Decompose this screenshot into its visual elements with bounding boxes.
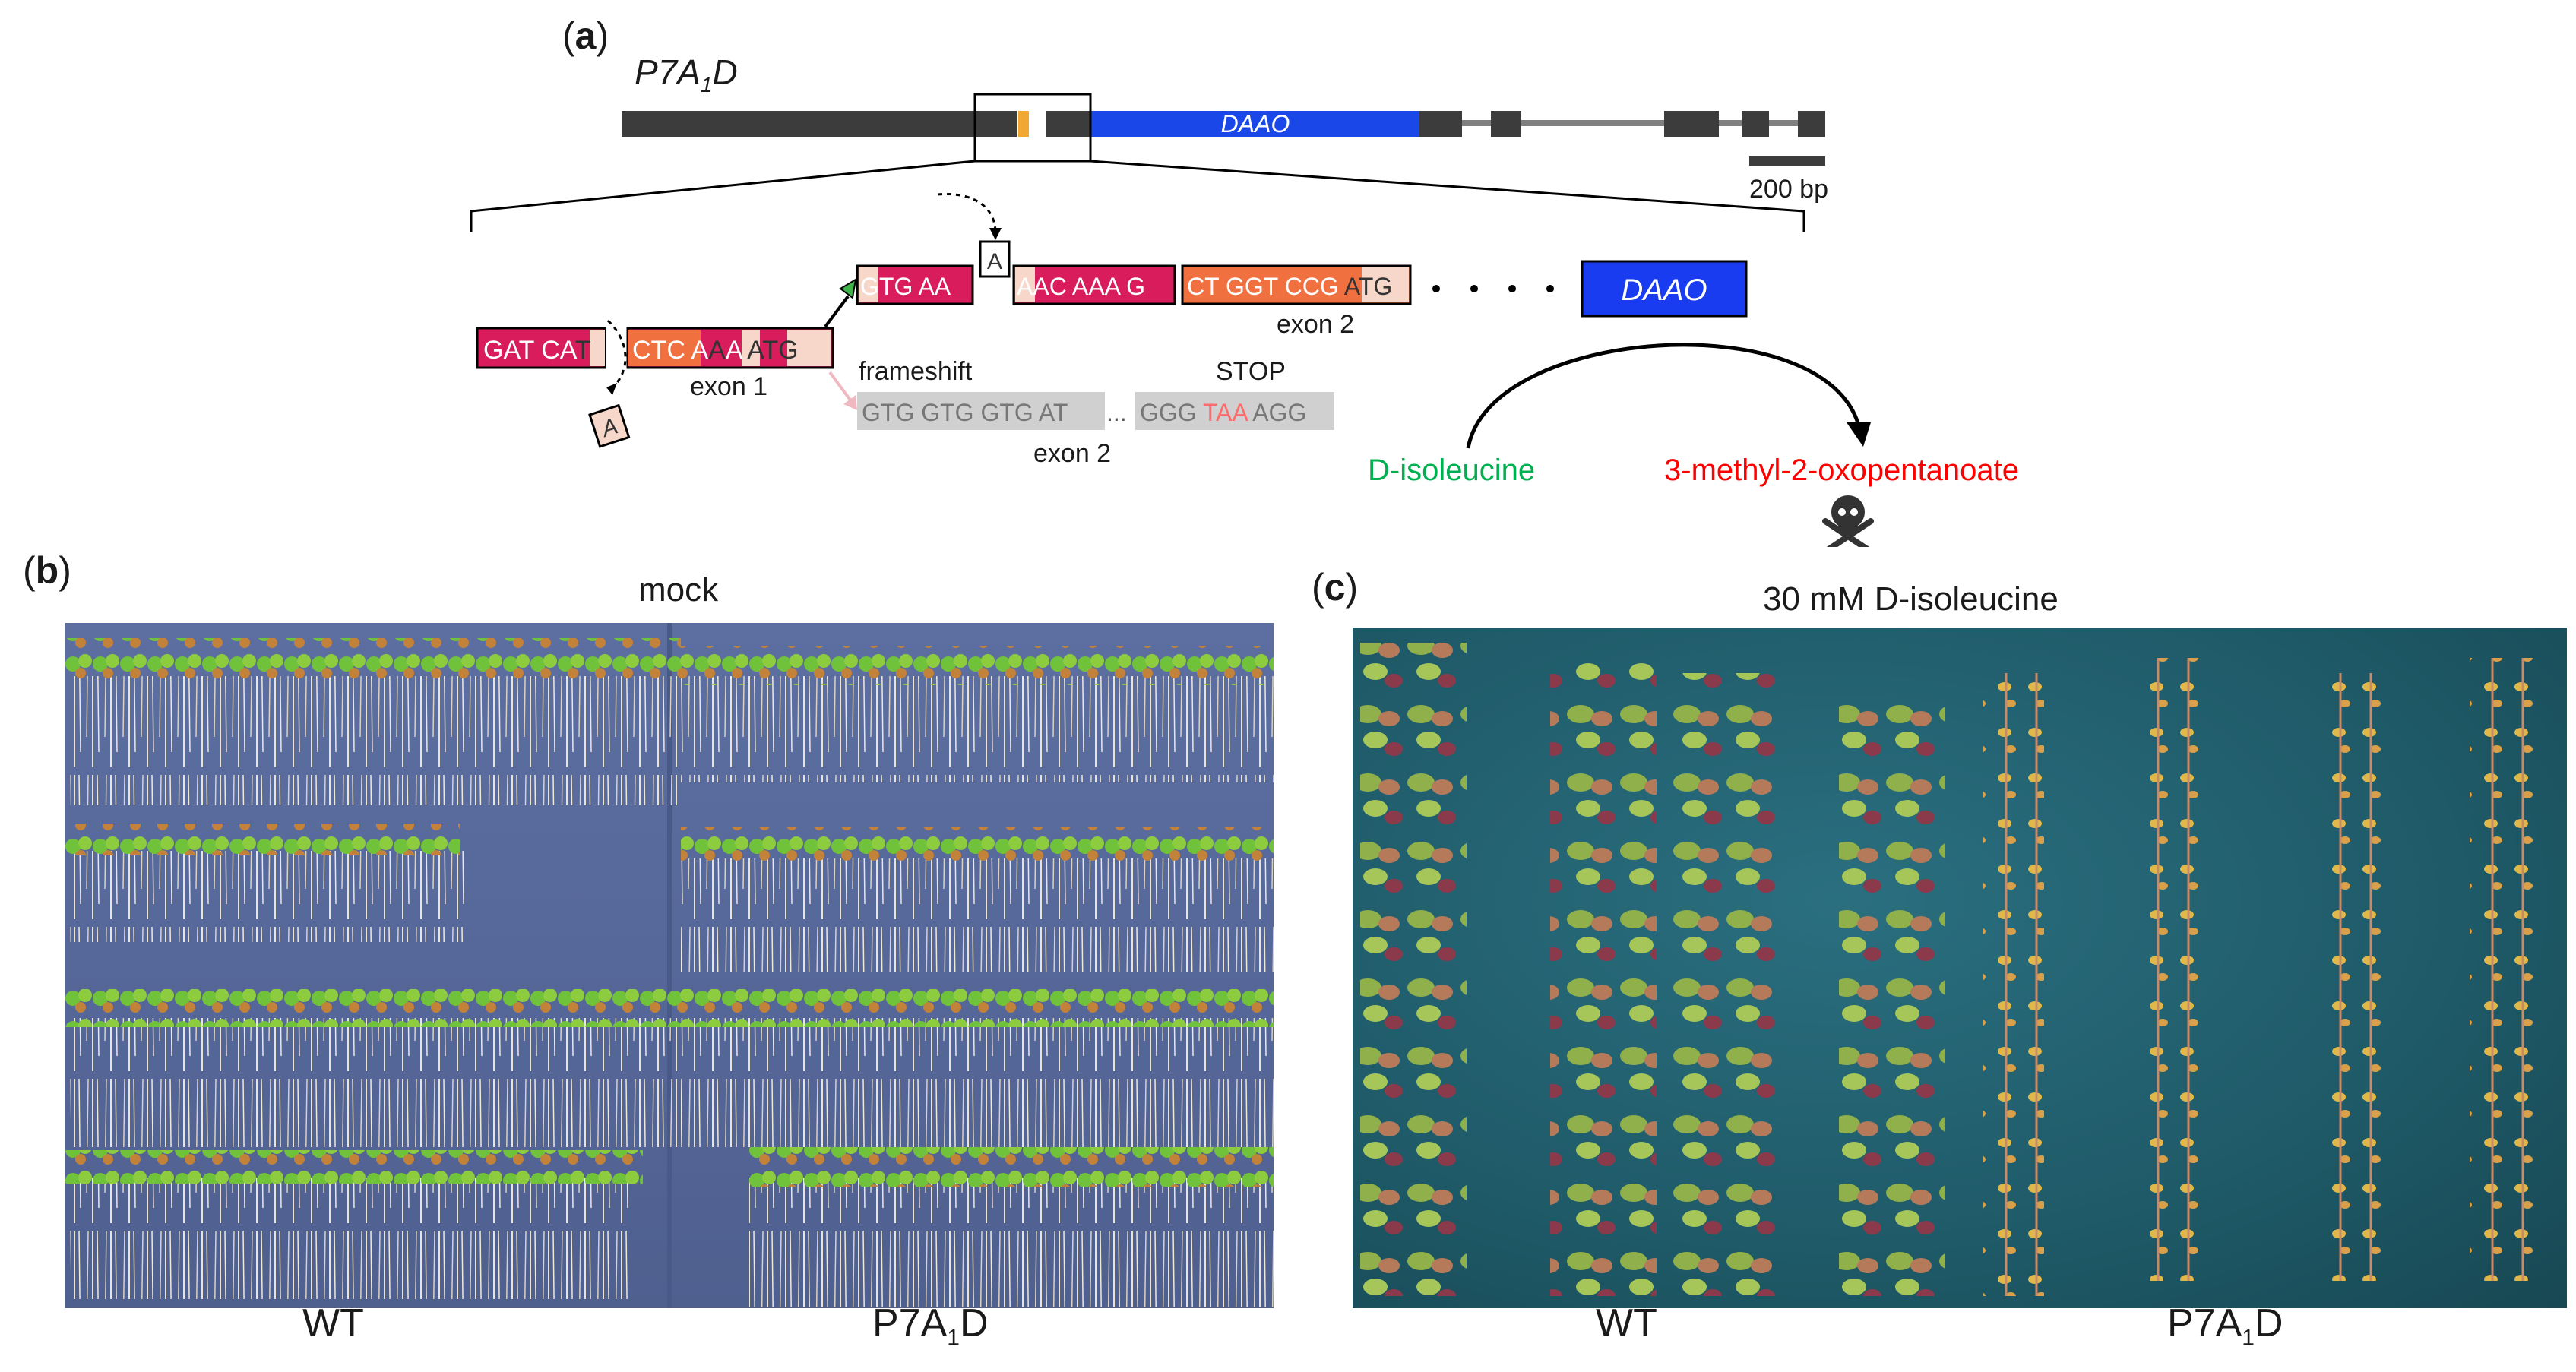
panel-c-wt-label: WT (1596, 1301, 1657, 1345)
stop-label: STOP (1216, 357, 1286, 386)
mock-seedlings (65, 623, 1274, 1308)
exon2-sequence: GTG AA AAC AAA G CT GGT CCG ATG (856, 264, 1412, 305)
skull-icon (1822, 495, 1874, 547)
panel-b-letter: (b) (23, 549, 71, 592)
svg-text:CT GGT CCG ATG: CT GGT CCG ATG (1187, 273, 1392, 300)
daao-box-label: DAAO (1621, 273, 1707, 307)
exon1-sequence: GAT CAT CTC AAA ATG (476, 327, 834, 369)
frameshift-seq-box-2 (1135, 392, 1334, 430)
treated-seedlings (1360, 643, 2538, 1296)
scale-bar-label: 200 bp (1749, 175, 1828, 204)
svg-text:GTG AA: GTG AA (860, 273, 951, 300)
inserted-base-top (979, 240, 1011, 278)
exon1-label: exon 1 (690, 372, 767, 401)
exon-block-2 (1046, 111, 1091, 137)
mock-plate-photo (65, 623, 1274, 1308)
svg-text:CTC AAA ATG: CTC AAA ATG (632, 336, 799, 365)
daao-gene-label: DAAO (1221, 110, 1290, 138)
gene-name: P7A1D (635, 52, 738, 97)
panel-b-wt-label: WT (302, 1301, 364, 1345)
exon-block-5 (1664, 111, 1719, 137)
d-isoleucine-plate-photo (1353, 628, 2567, 1308)
edit-site-mark (1018, 111, 1029, 137)
panel-c-condition: 30 mM D-isoleucine (1763, 580, 2059, 618)
frameshift-seq-box-1 (857, 392, 1105, 430)
connector-dots (1432, 285, 1592, 292)
exon2-label: exon 2 (1277, 310, 1354, 339)
svg-text:A: A (987, 249, 1002, 274)
svg-text:AAC AAA G: AAC AAA G (1017, 273, 1145, 300)
svg-text:GTG GTG GTG AT: GTG GTG GTG AT (862, 399, 1068, 426)
reaction-arrow (1466, 343, 1861, 449)
gene-diagram: DAAO 200 bp GAT CAT CTC AAA ATG exon 1 A (470, 93, 2019, 547)
inserted-base-lower: A (588, 403, 631, 448)
exon-block-7 (1798, 111, 1825, 137)
product-label: 3-methyl-2-oxopentanoate (1664, 454, 2019, 487)
exon-block-3 (1419, 111, 1462, 137)
svg-text:GGG TAA AGG: GGG TAA AGG (1140, 399, 1306, 426)
exon-block-1 (622, 111, 1017, 137)
daao-region (1091, 111, 1419, 137)
panel-c-letter: (c) (1312, 566, 1359, 609)
substrate-label: D-isoleucine (1368, 454, 1535, 487)
svg-text:GAT CAT: GAT CAT (483, 336, 591, 365)
zoom-box (973, 93, 1092, 163)
svg-text:...: ... (1106, 399, 1127, 426)
panel-c-mutant-label: P7A1D (2167, 1301, 2283, 1351)
exon2-label-lower: exon 2 (1033, 439, 1111, 468)
scale-bar (1749, 156, 1825, 166)
panel-b-condition: mock (638, 571, 719, 609)
exon-block-6 (1742, 111, 1769, 137)
frameshift-label: frameshift (859, 357, 973, 386)
daao-box (1581, 260, 1748, 318)
panel-b-mutant-label: P7A1D (872, 1301, 989, 1351)
exon-block-4 (1491, 111, 1521, 137)
panel-a-letter: (a) (562, 14, 609, 57)
